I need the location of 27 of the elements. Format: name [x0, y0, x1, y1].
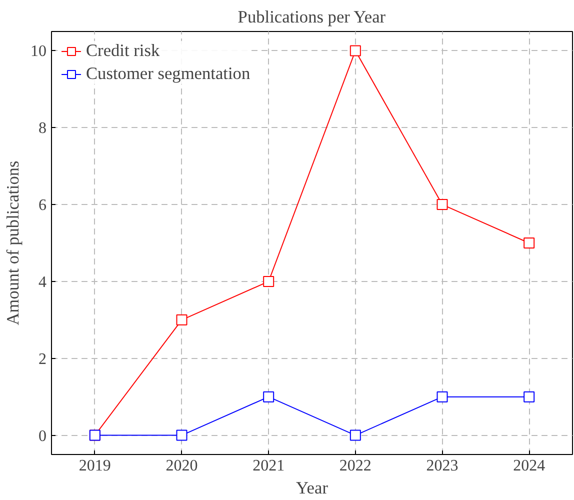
x-tick-label: 2024 [513, 458, 546, 474]
legend-label: Credit risk [86, 41, 160, 61]
legend-label: Customer segmentation [86, 64, 250, 84]
point [524, 391, 535, 402]
x-axis-title: Year [296, 478, 328, 498]
y-tick-label: 8 [38, 120, 46, 138]
x-tick-label: 2022 [339, 458, 372, 474]
y-tick-label: 0 [38, 428, 46, 445]
y-tick-label: 6 [38, 197, 46, 214]
chart-title: Publications per Year [238, 8, 386, 26]
point [350, 430, 361, 441]
x-tick-label: 2021 [252, 458, 285, 474]
y-tick-label: 10 [30, 43, 46, 60]
point [436, 199, 448, 210]
x-tick-label: 2023 [426, 458, 458, 474]
point [176, 430, 188, 441]
y-tick-label: 2 [38, 350, 46, 368]
point [263, 391, 274, 402]
y-tick-label: 4 [38, 274, 46, 291]
x-tick-label: 2020 [166, 458, 198, 474]
point [350, 45, 361, 56]
y-axis-title: Amount of publications [4, 160, 22, 326]
point [176, 314, 188, 326]
point [524, 238, 535, 248]
point [263, 276, 274, 287]
x-tick-label: 2019 [78, 458, 111, 474]
point [436, 391, 448, 402]
